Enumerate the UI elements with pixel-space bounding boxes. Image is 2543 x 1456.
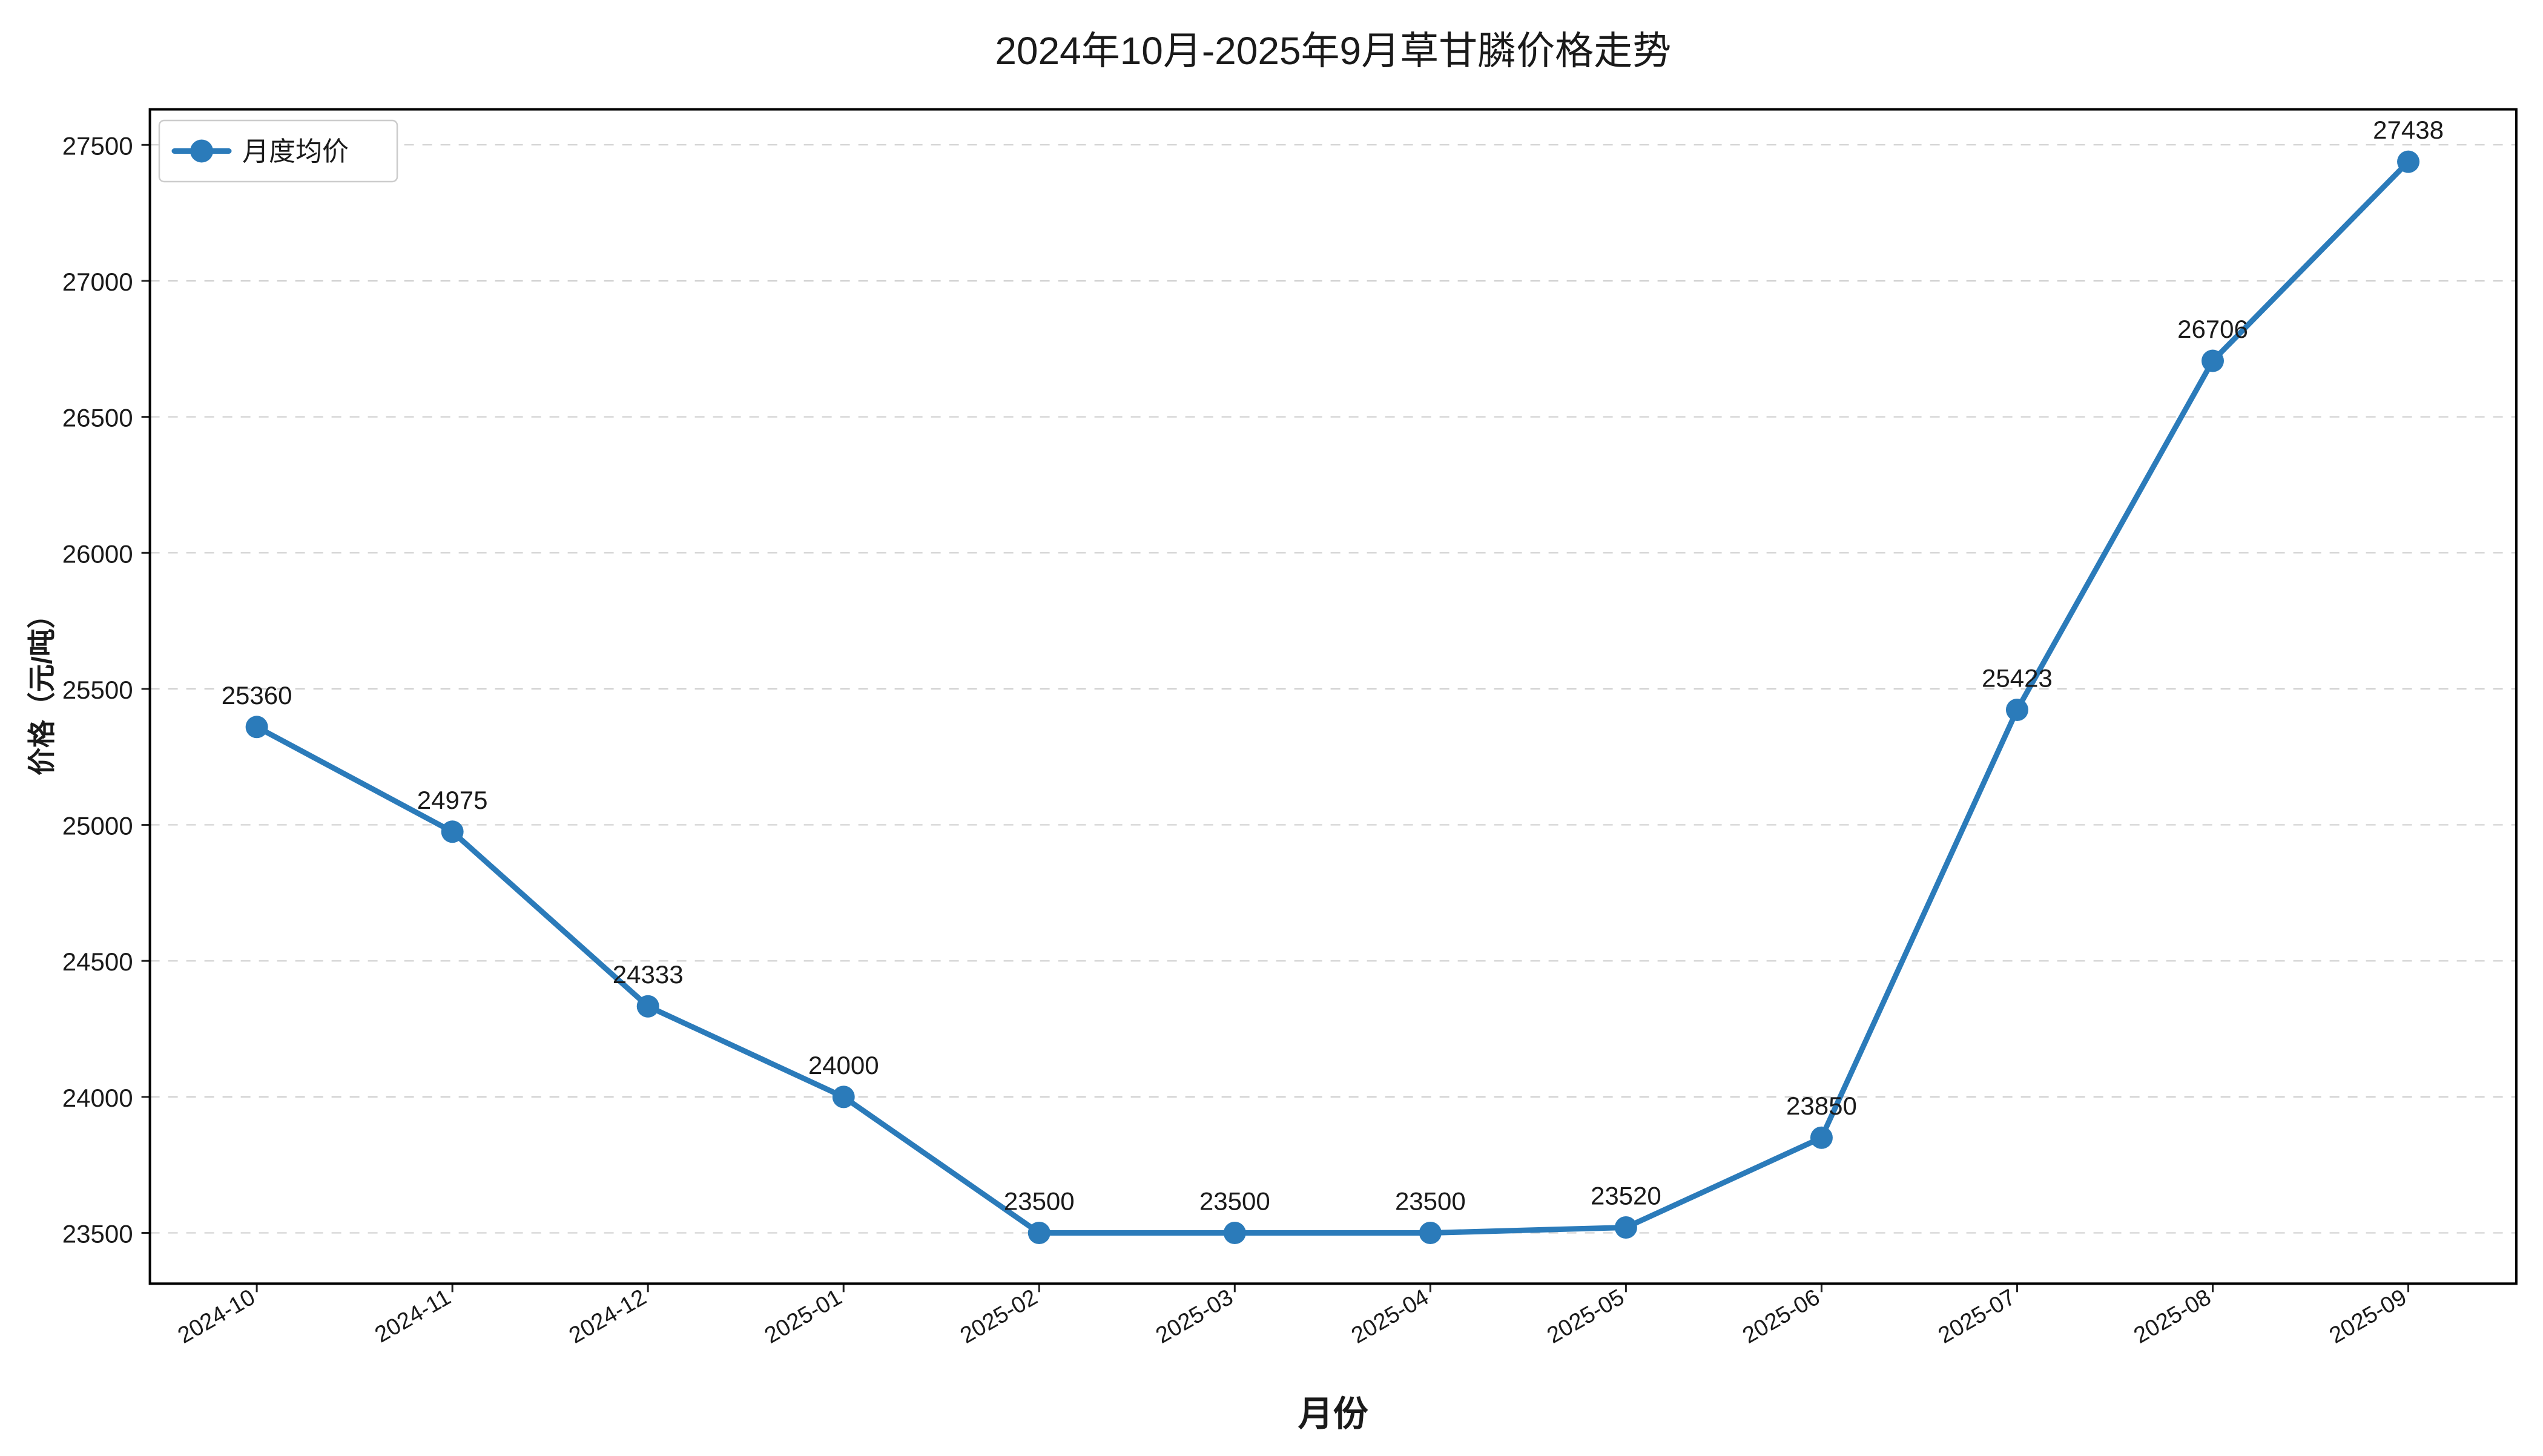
svg-text:23500: 23500 xyxy=(1395,1187,1466,1216)
svg-text:月度均价: 月度均价 xyxy=(242,137,349,166)
svg-text:2024-10: 2024-10 xyxy=(174,1285,260,1349)
svg-text:2025-07: 2025-07 xyxy=(1934,1285,2020,1349)
svg-text:24975: 24975 xyxy=(417,786,488,814)
svg-text:2025-08: 2025-08 xyxy=(2129,1285,2215,1349)
svg-text:2025-02: 2025-02 xyxy=(956,1285,1042,1349)
svg-text:25360: 25360 xyxy=(222,681,292,710)
svg-text:2025-01: 2025-01 xyxy=(760,1285,846,1349)
svg-text:27438: 27438 xyxy=(2373,116,2444,144)
svg-text:23500: 23500 xyxy=(1199,1187,1270,1216)
svg-text:24333: 24333 xyxy=(613,960,684,989)
svg-text:25000: 25000 xyxy=(62,812,133,840)
svg-text:2025-05: 2025-05 xyxy=(1543,1285,1629,1349)
svg-text:24500: 24500 xyxy=(62,947,133,976)
svg-text:27500: 27500 xyxy=(62,131,133,160)
svg-text:2025-04: 2025-04 xyxy=(1347,1285,1433,1349)
svg-text:25423: 25423 xyxy=(1982,664,2053,693)
svg-text:24000: 24000 xyxy=(808,1051,879,1079)
svg-text:23500: 23500 xyxy=(1004,1187,1075,1216)
svg-text:2025-09: 2025-09 xyxy=(2325,1285,2411,1349)
svg-text:23520: 23520 xyxy=(1591,1182,1661,1210)
svg-text:26706: 26706 xyxy=(2177,315,2248,343)
svg-text:27000: 27000 xyxy=(62,268,133,296)
svg-text:25500: 25500 xyxy=(62,676,133,704)
svg-text:26500: 26500 xyxy=(62,404,133,432)
svg-text:24000: 24000 xyxy=(62,1084,133,1112)
svg-text:2025-06: 2025-06 xyxy=(1738,1285,1824,1349)
svg-text:2024-12: 2024-12 xyxy=(565,1285,651,1349)
svg-text:2025-03: 2025-03 xyxy=(1152,1285,1238,1349)
svg-text:23500: 23500 xyxy=(62,1220,133,1248)
svg-text:2024-11: 2024-11 xyxy=(371,1285,455,1348)
svg-text:23850: 23850 xyxy=(1786,1092,1857,1120)
svg-text:26000: 26000 xyxy=(62,539,133,568)
